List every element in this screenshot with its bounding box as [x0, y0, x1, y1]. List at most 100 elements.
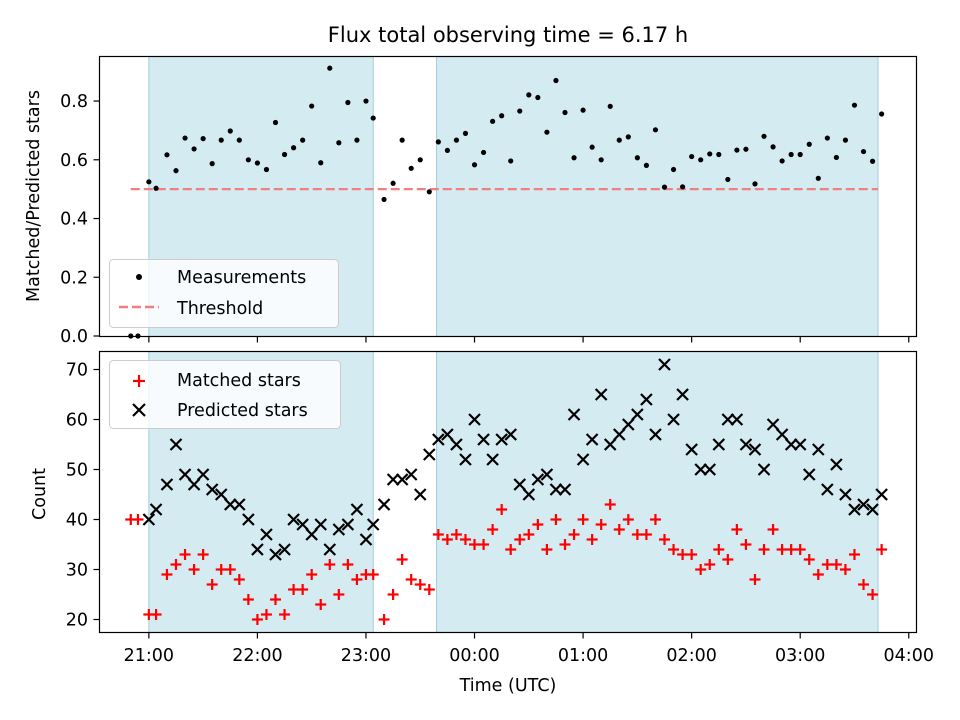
predicted-star-stroke: [423, 448, 436, 461]
predicted-star-stroke: [631, 408, 644, 421]
predicted-star-stroke: [721, 413, 735, 426]
predicted-star-point: [178, 468, 192, 481]
measurement-point: [480, 149, 487, 156]
matched-star-point: [297, 584, 309, 595]
measurement-point: [571, 155, 577, 161]
measurement-point: [363, 98, 369, 104]
top-points-layer: [128, 65, 885, 339]
measurement-point: [318, 160, 324, 166]
predicted-star-stroke: [386, 473, 400, 486]
predicted-star-stroke: [278, 543, 291, 556]
matched-star-point: [242, 594, 254, 605]
matched-star-point: [161, 569, 173, 580]
matched-star-point: [405, 574, 417, 585]
measurement-point: [779, 158, 785, 164]
predicted-star-point: [685, 443, 698, 456]
predicted-star-point: [377, 498, 391, 511]
measurement-point: [716, 151, 722, 158]
predicted-star-stroke: [366, 518, 380, 531]
bottom-legend: Matched stars Predicted stars: [109, 360, 341, 429]
predicted-star-stroke: [251, 543, 264, 556]
predicted-star-point: [486, 453, 499, 466]
matched-star-point: [279, 609, 291, 620]
predicted-star-point: [757, 463, 771, 476]
predicted-star-stroke: [477, 433, 490, 446]
chart-title: Flux total observing time = 6.17 h: [328, 23, 688, 47]
predicted-star-point: [775, 428, 789, 441]
matched-star-point: [613, 524, 625, 535]
matched-star-point: [324, 559, 336, 570]
predicted-star-point: [558, 483, 572, 496]
top-xticks-layer: [148, 336, 910, 343]
bottom-shade-band: [436, 352, 879, 632]
matched-star-point: [848, 549, 860, 560]
predicted-star-stroke: [377, 498, 391, 511]
predicted-star-stroke: [142, 513, 156, 526]
matched-star-point: [686, 549, 698, 560]
matched-star-point: [839, 564, 851, 575]
predicted-star-stroke: [305, 528, 318, 541]
measurement-point: [453, 137, 460, 143]
predicted-star-point: [441, 428, 454, 441]
predicted-star-stroke: [260, 528, 273, 541]
predicted-star-point: [214, 488, 228, 501]
measurement-point: [164, 152, 170, 158]
bottom-ytick-label: 60: [66, 411, 88, 431]
predicted-star-stroke: [612, 428, 626, 441]
measurement-point: [860, 148, 867, 155]
measurement-point: [490, 118, 496, 124]
measurement-point: [471, 162, 478, 168]
predicted-star-point: [739, 438, 753, 451]
measurement-point: [309, 103, 315, 109]
measurement-point: [634, 155, 640, 161]
predicted-star-stroke: [649, 428, 662, 441]
predicted-star-point: [233, 498, 246, 511]
predicted-star-stroke: [784, 438, 798, 451]
predicted-star-stroke: [513, 478, 527, 491]
predicted-star-stroke: [531, 473, 545, 486]
matched-star-point: [812, 569, 824, 580]
predicted-star-point: [404, 468, 418, 481]
predicted-star-point: [721, 413, 735, 426]
matched-star-point: [668, 544, 680, 555]
matched-star-point: [568, 529, 580, 540]
predicted-star-stroke: [323, 543, 337, 556]
measurement-point: [399, 137, 405, 143]
top-ytick-label: 0.2: [60, 268, 88, 288]
measurement-point: [426, 189, 432, 195]
matched-star-point: [622, 514, 634, 525]
matched-star-point: [251, 614, 263, 625]
predicted-star-point: [631, 408, 644, 421]
predicted-star-point: [413, 488, 427, 501]
matched-star-point: [514, 534, 526, 545]
predicted-star-point: [504, 428, 517, 441]
predicted-star-point: [748, 443, 762, 456]
matched-star-point: [188, 564, 200, 575]
bottom-xtick-label: 03:00: [775, 646, 825, 666]
measurement-point: [408, 165, 414, 171]
measurement-point: [580, 107, 586, 113]
legend-measurements-marker: [136, 274, 142, 280]
matched-star-point: [450, 529, 462, 540]
measurement-point: [661, 184, 668, 190]
predicted-star-stroke: [793, 438, 807, 451]
matched-star-point: [586, 534, 598, 545]
predicted-star-stroke: [676, 388, 689, 401]
predicted-star-stroke: [441, 428, 454, 441]
predicted-star-point: [576, 453, 590, 466]
top-legend: Measurements Threshold: [109, 259, 339, 328]
legend-predicted-marker: [132, 403, 146, 417]
predicted-star-point: [332, 523, 346, 536]
measurement-point: [689, 153, 695, 160]
predicted-star-point: [205, 483, 219, 496]
measurement-point: [752, 181, 758, 187]
bottom-ytick-label: 20: [66, 611, 88, 631]
matched-star-point: [731, 524, 743, 535]
measurement-point: [517, 108, 523, 114]
matched-star-point: [695, 564, 707, 575]
measurement-point: [652, 127, 659, 133]
top-shade-layer: [148, 57, 879, 336]
predicted-star-point: [793, 438, 807, 451]
matched-star-point: [179, 549, 191, 560]
measurement-point: [508, 158, 514, 164]
